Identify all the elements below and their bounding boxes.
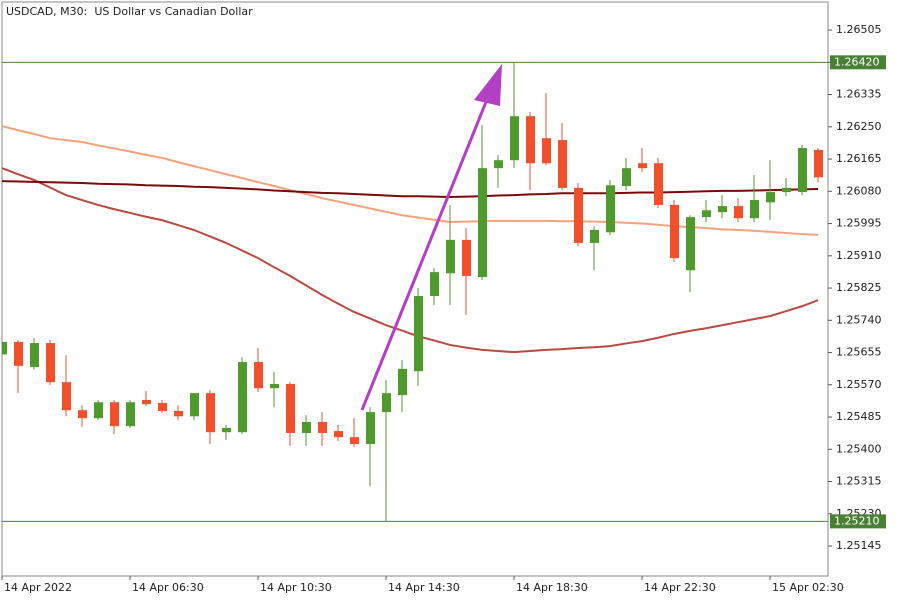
candle-body <box>590 230 599 243</box>
y-tick-label: 1.25400 <box>836 442 882 455</box>
candle-body <box>238 362 247 433</box>
candle-body <box>686 217 695 271</box>
candle-body <box>542 138 551 164</box>
candle-body <box>302 421 311 433</box>
candle-body <box>478 168 487 278</box>
y-tick-label: 1.26165 <box>836 152 882 165</box>
level-label: 1.26420 <box>834 55 880 68</box>
indicator-line <box>2 180 819 199</box>
y-tick-label: 1.25570 <box>836 378 882 391</box>
plot-frame <box>1 1 829 577</box>
candle-body <box>430 272 439 297</box>
candle-body <box>766 192 775 203</box>
y-tick-label: 1.26080 <box>836 184 882 197</box>
level-label-box <box>830 55 886 70</box>
candle-body <box>366 412 375 444</box>
y-tick-label: 1.25655 <box>836 346 882 359</box>
candle-body <box>334 431 343 438</box>
candle-body <box>398 368 407 396</box>
candle-body <box>446 239 455 274</box>
y-tick-label: 1.25995 <box>836 217 882 230</box>
arrow-head <box>474 64 502 106</box>
x-tick-label: 14 Apr 2022 <box>4 581 72 594</box>
candle-body <box>62 382 71 411</box>
candle-body <box>750 200 759 219</box>
candle-body <box>526 116 535 164</box>
candle-body <box>254 362 263 389</box>
chart-title: USDCAD, M30: US Dollar vs Canadian Dolla… <box>6 5 253 18</box>
candle-body <box>126 402 135 427</box>
x-tick-label: 14 Apr 18:30 <box>516 581 588 594</box>
level-label-box <box>830 514 886 529</box>
y-tick-label: 1.26505 <box>836 23 882 36</box>
indicator-line <box>2 167 819 354</box>
candle-body <box>510 116 519 161</box>
x-tick-label: 14 Apr 06:30 <box>132 581 204 594</box>
axes: 1.251451.252301.253151.254001.254851.255… <box>1 23 886 594</box>
y-tick-label: 1.26335 <box>836 88 882 101</box>
candle-body <box>670 204 679 259</box>
candle-body <box>734 206 743 219</box>
candle-body <box>158 403 167 411</box>
candle-body <box>606 185 615 233</box>
candle-body <box>558 140 567 188</box>
arrow-shaft <box>360 91 492 411</box>
candle-body <box>382 393 391 413</box>
candle-body <box>718 206 727 213</box>
x-tick-label: 14 Apr 22:30 <box>644 581 716 594</box>
candle-body <box>270 384 279 389</box>
candle-body <box>46 343 55 383</box>
y-tick-label: 1.26250 <box>836 120 882 133</box>
y-tick-label: 1.25825 <box>836 281 882 294</box>
candle-body <box>30 343 39 367</box>
candle-body <box>14 341 23 366</box>
level-label: 1.25210 <box>834 514 880 527</box>
x-tick-label: 14 Apr 14:30 <box>388 581 460 594</box>
candle-body <box>638 163 647 169</box>
x-tick-label: 15 Apr 02:30 <box>772 581 844 594</box>
y-tick-label: 1.25740 <box>836 313 882 326</box>
candle-body <box>174 410 183 417</box>
candle-body <box>78 410 87 419</box>
candle-body <box>702 210 711 218</box>
y-tick-label: 1.25910 <box>836 249 882 262</box>
candle-body <box>190 393 199 417</box>
candle-body <box>462 239 471 276</box>
y-tick-label: 1.25315 <box>836 475 882 488</box>
annotation-arrow <box>360 64 502 411</box>
candle-body <box>574 187 583 243</box>
y-tick-label: 1.25145 <box>836 539 882 552</box>
candle-body <box>110 402 119 427</box>
candle-body <box>782 187 791 193</box>
candle-body <box>94 402 103 419</box>
candle-body <box>622 168 631 186</box>
candle-body <box>2 341 7 355</box>
candle-body <box>414 296 423 372</box>
candle-body <box>318 421 327 433</box>
candle-body <box>286 384 295 433</box>
candle-body <box>814 149 823 178</box>
candle-body <box>494 160 503 169</box>
indicator-line <box>2 125 819 236</box>
candle-body <box>142 399 151 405</box>
candle-body <box>798 148 807 193</box>
candle-body <box>654 163 663 205</box>
x-tick-label: 14 Apr 10:30 <box>260 581 332 594</box>
candle-body <box>350 437 359 444</box>
candle-body <box>206 393 215 433</box>
plot-area <box>2 61 828 522</box>
candle-body <box>222 428 231 433</box>
y-tick-label: 1.25485 <box>836 410 882 423</box>
